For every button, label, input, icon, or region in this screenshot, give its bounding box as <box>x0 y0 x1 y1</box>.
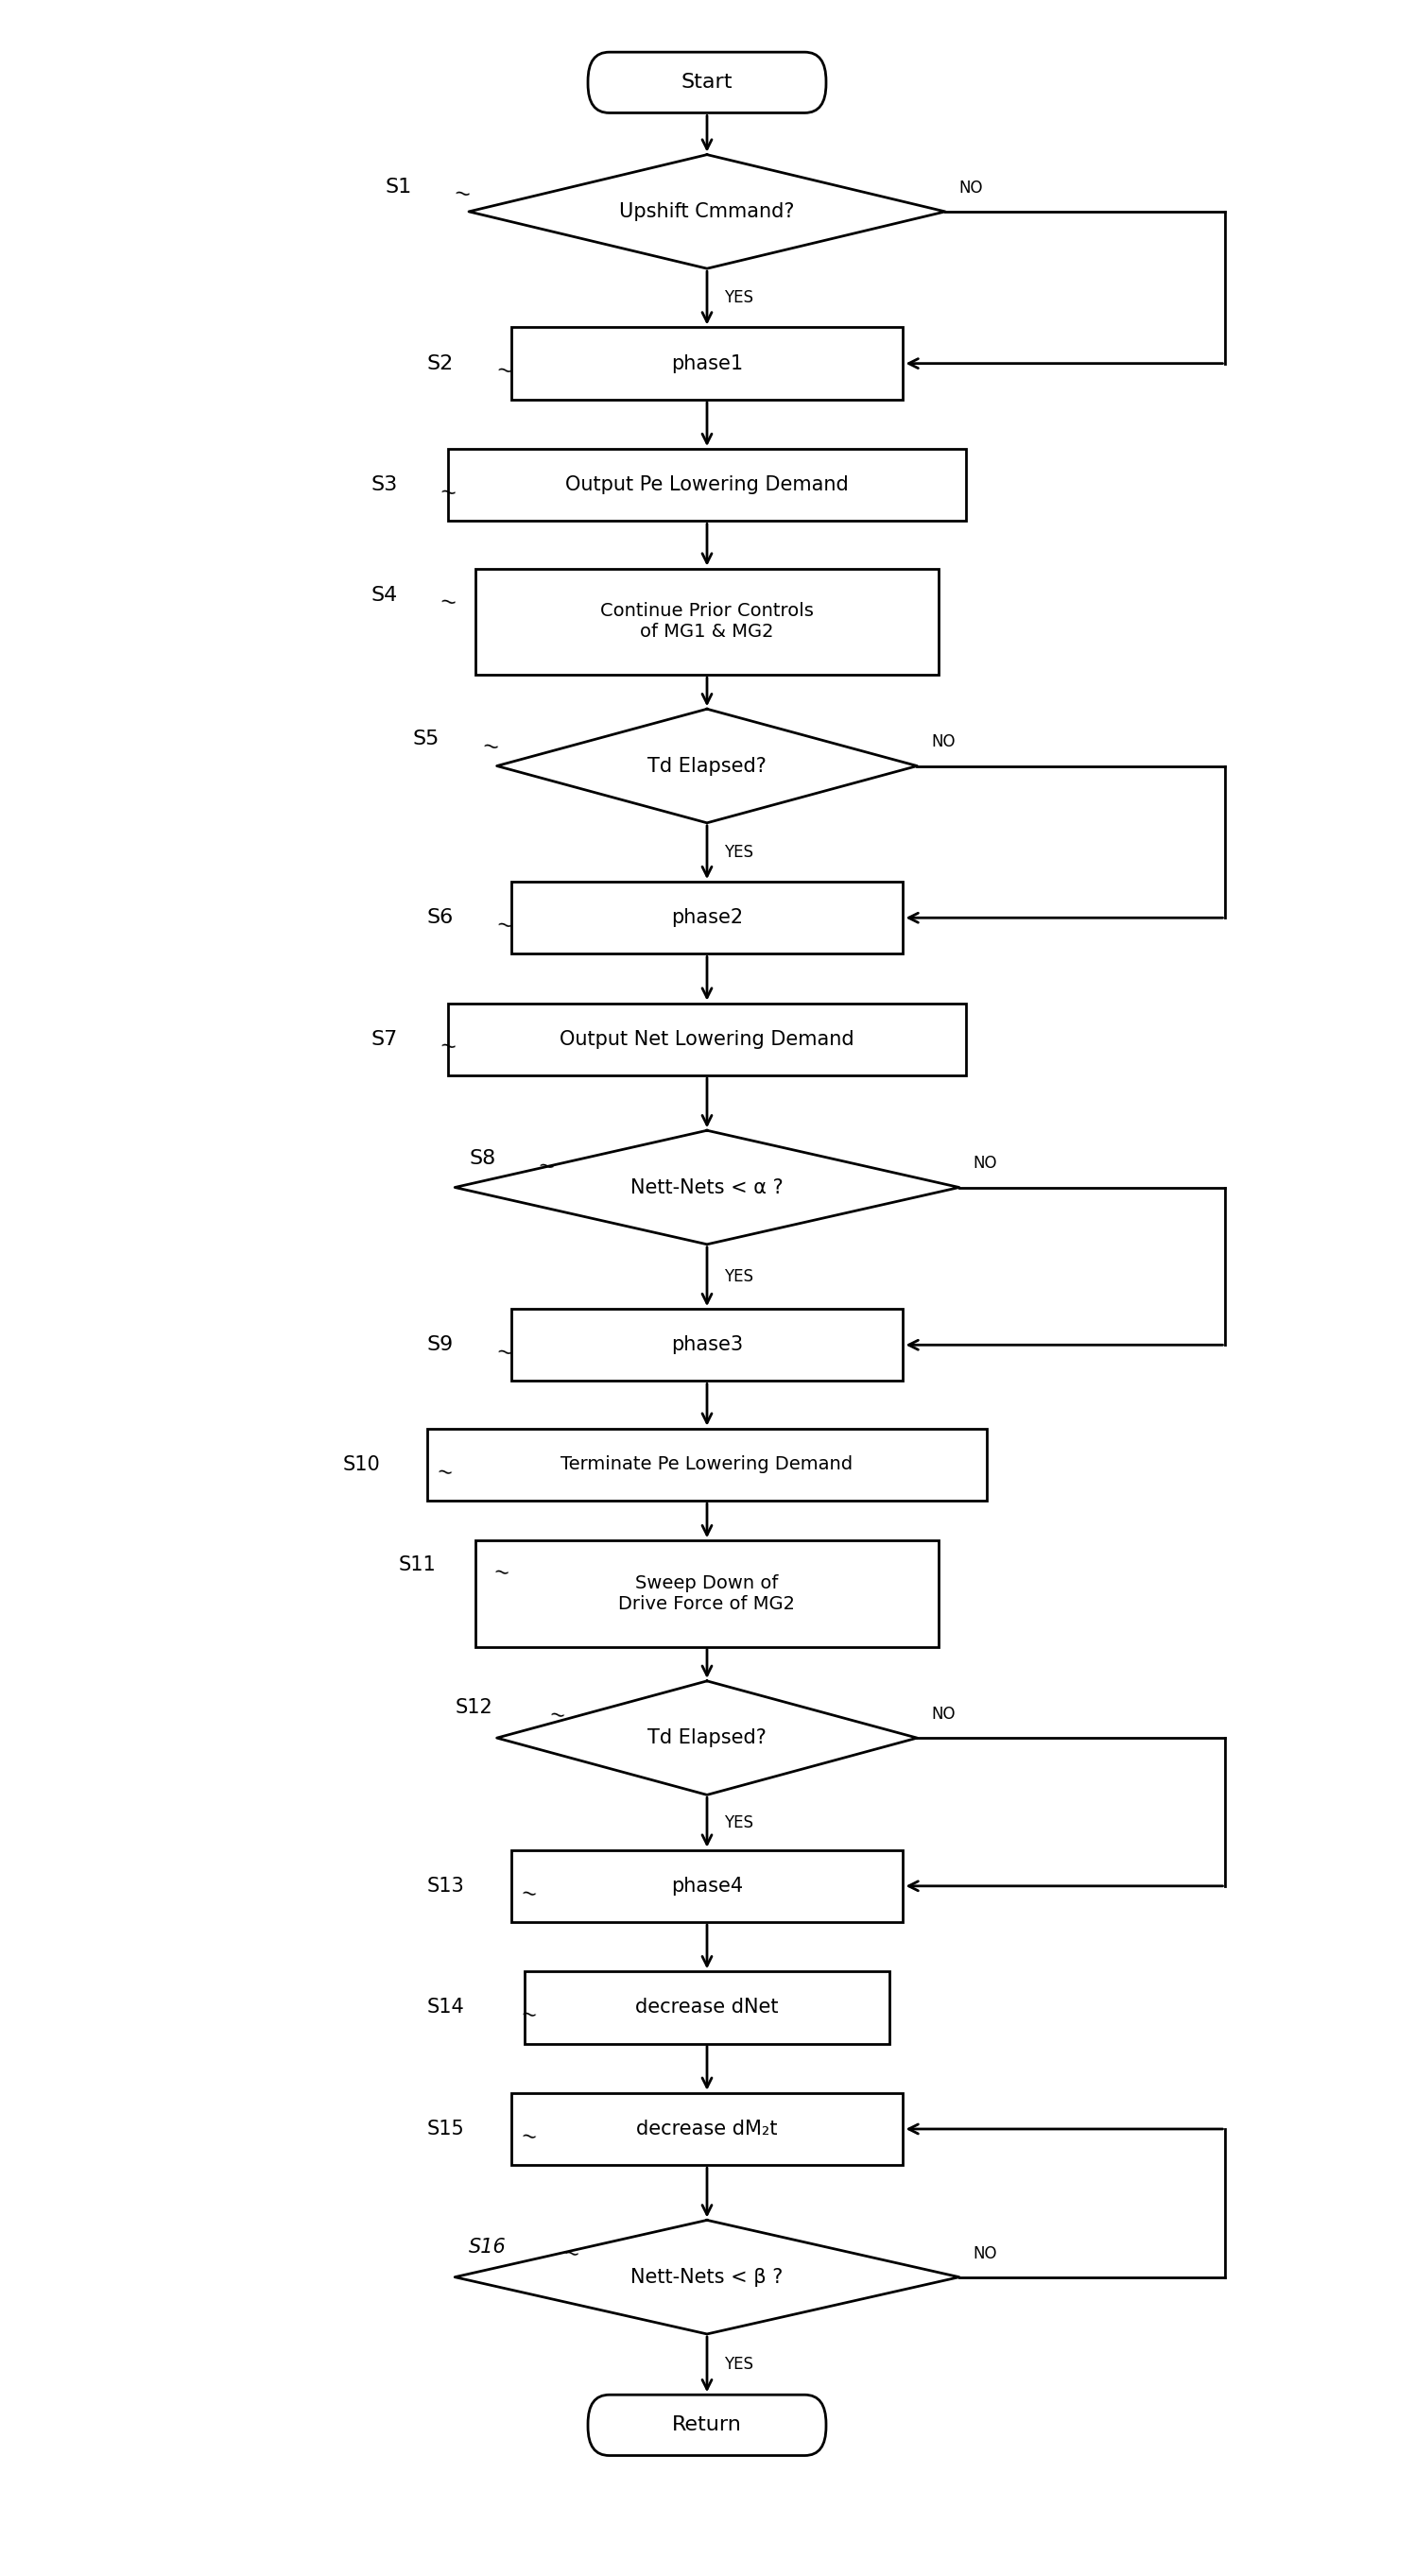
Bar <box>510 2092 904 2164</box>
Text: Td Elapsed?: Td Elapsed? <box>648 757 766 775</box>
Bar <box>510 1309 904 1381</box>
Bar <box>510 881 904 953</box>
Text: decrease dNet: decrease dNet <box>635 1999 779 2017</box>
Bar <box>448 448 966 520</box>
Bar <box>477 1540 937 1646</box>
Text: Td Elapsed?: Td Elapsed? <box>648 1728 766 1747</box>
Text: ~: ~ <box>493 1342 515 1363</box>
Text: S16: S16 <box>469 2236 506 2257</box>
Text: S4: S4 <box>370 585 397 605</box>
Text: S1: S1 <box>385 178 411 196</box>
Text: S3: S3 <box>370 477 397 495</box>
Text: Nett-Nets < α ?: Nett-Nets < α ? <box>631 1177 783 1198</box>
Text: Start: Start <box>682 72 732 93</box>
Bar <box>427 1430 987 1502</box>
Text: ~: ~ <box>491 1561 510 1584</box>
Text: Return: Return <box>672 2416 742 2434</box>
Text: ~: ~ <box>561 2244 581 2264</box>
Text: Output Net Lowering Demand: Output Net Lowering Demand <box>560 1030 854 1048</box>
Text: Terminate Pe Lowering Demand: Terminate Pe Lowering Demand <box>561 1455 853 1473</box>
Text: Sweep Down of
Drive Force of MG2: Sweep Down of Drive Force of MG2 <box>618 1574 795 1613</box>
Bar <box>510 327 904 399</box>
Polygon shape <box>496 1682 918 1795</box>
Text: phase3: phase3 <box>672 1334 742 1355</box>
Text: S8: S8 <box>469 1149 495 1170</box>
Text: ~: ~ <box>438 482 458 502</box>
Polygon shape <box>455 1131 959 1244</box>
Polygon shape <box>469 155 945 268</box>
FancyBboxPatch shape <box>588 52 826 113</box>
Text: Upshift Cmmand?: Upshift Cmmand? <box>619 201 795 222</box>
Text: Output Pe Lowering Demand: Output Pe Lowering Demand <box>566 477 848 495</box>
FancyBboxPatch shape <box>588 2396 826 2455</box>
Bar <box>477 569 937 675</box>
Text: NO: NO <box>932 734 956 750</box>
Text: NO: NO <box>959 180 983 196</box>
Text: ~: ~ <box>493 914 515 935</box>
Text: Continue Prior Controls
of MG1 & MG2: Continue Prior Controls of MG1 & MG2 <box>601 603 813 641</box>
Text: ~: ~ <box>536 1157 557 1177</box>
Text: ~: ~ <box>519 2125 539 2148</box>
Text: S12: S12 <box>455 1698 492 1718</box>
Text: S9: S9 <box>427 1334 454 1355</box>
Text: YES: YES <box>724 2357 754 2372</box>
Text: NO: NO <box>932 1705 956 1723</box>
Text: decrease dM₂t: decrease dM₂t <box>636 2120 778 2138</box>
Bar <box>510 1850 904 1922</box>
Polygon shape <box>455 2221 959 2334</box>
Text: ~: ~ <box>547 1705 567 1726</box>
Bar <box>448 1002 966 1074</box>
Text: S13: S13 <box>427 1875 464 1896</box>
Text: S10: S10 <box>342 1455 380 1473</box>
Text: ~: ~ <box>438 592 458 613</box>
Text: S15: S15 <box>427 2120 464 2138</box>
Text: S7: S7 <box>370 1030 397 1048</box>
Text: ~: ~ <box>481 737 501 757</box>
Text: S6: S6 <box>427 909 454 927</box>
Text: YES: YES <box>724 1814 754 1832</box>
Text: YES: YES <box>724 289 754 307</box>
Text: S5: S5 <box>413 729 440 750</box>
Text: ~: ~ <box>438 1036 458 1059</box>
Polygon shape <box>496 708 918 822</box>
Text: ~: ~ <box>436 1461 455 1484</box>
Bar <box>525 1971 889 2043</box>
Text: YES: YES <box>724 845 754 860</box>
Text: phase1: phase1 <box>672 353 742 374</box>
Text: phase2: phase2 <box>672 909 742 927</box>
Text: NO: NO <box>973 2244 997 2262</box>
Text: ~: ~ <box>452 183 472 206</box>
Text: S11: S11 <box>399 1556 437 1574</box>
Text: phase4: phase4 <box>672 1875 742 1896</box>
Text: ~: ~ <box>493 361 515 381</box>
Text: NO: NO <box>973 1154 997 1172</box>
Text: ~: ~ <box>519 1883 539 1904</box>
Text: ~: ~ <box>519 2004 539 2025</box>
Text: S2: S2 <box>427 353 454 374</box>
Text: YES: YES <box>724 1267 754 1285</box>
Text: Nett-Nets < β ?: Nett-Nets < β ? <box>631 2267 783 2287</box>
Text: S14: S14 <box>427 1999 464 2017</box>
